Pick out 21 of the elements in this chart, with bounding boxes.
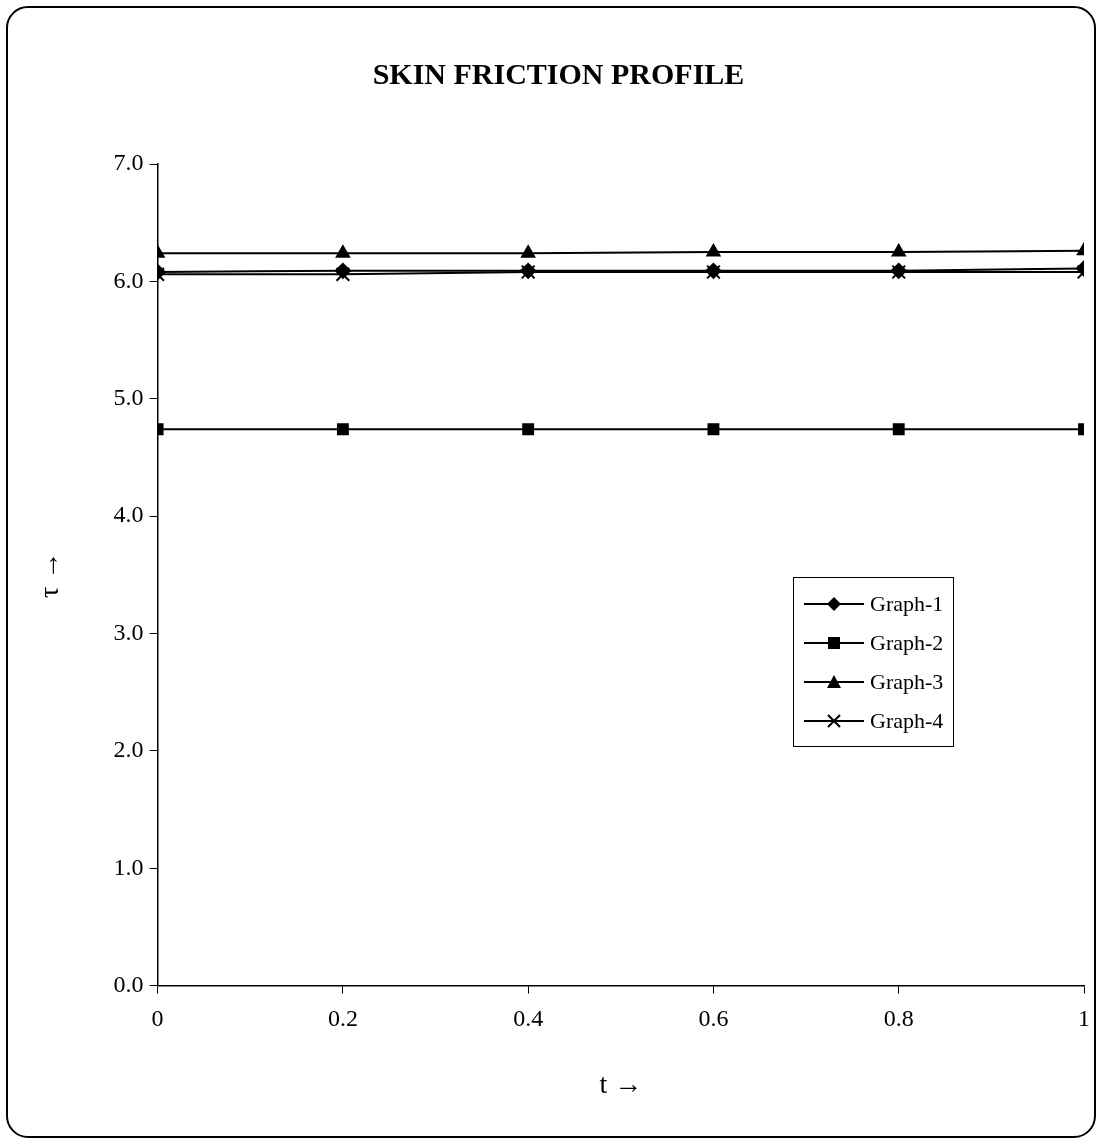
y-tick-label: 3.0 (113, 618, 144, 645)
x-axis-title: t → (599, 1067, 643, 1099)
y-axis-title: τ → (33, 551, 65, 598)
legend-label: Graph-4 (870, 707, 944, 734)
x-tick-label: 1 (1078, 1005, 1090, 1032)
x-tick-label: 0.2 (327, 1005, 358, 1032)
y-tick-label: 0.0 (113, 970, 144, 997)
y-tick-label: 7.0 (113, 149, 144, 176)
x-tick-label: 0.4 (513, 1005, 544, 1032)
y-tick-label: 6.0 (113, 266, 144, 293)
legend-label: Graph-1 (870, 590, 944, 617)
y-tick-label: 5.0 (113, 384, 144, 411)
y-tick-label: 1.0 (113, 853, 144, 880)
y-tick-label: 2.0 (113, 736, 144, 763)
x-tick-label: 0 (151, 1005, 164, 1032)
x-tick-label: 0.8 (883, 1005, 914, 1032)
x-tick-label: 0.6 (698, 1005, 729, 1032)
y-tick-label: 4.0 (113, 501, 144, 528)
legend-label: Graph-2 (870, 629, 944, 656)
chart-title: SKIN FRICTION PROFILE (372, 56, 745, 90)
legend-label: Graph-3 (870, 668, 944, 695)
